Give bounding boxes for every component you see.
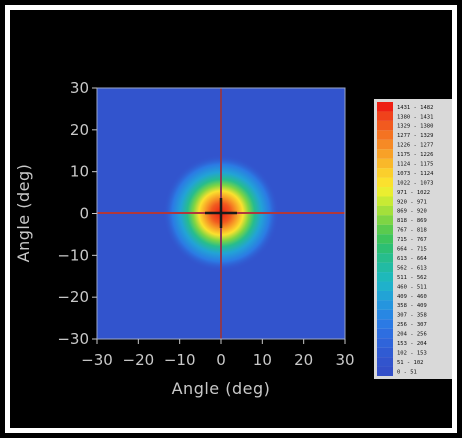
legend-swatch [377, 224, 393, 235]
legend-swatch [377, 168, 393, 178]
legend-label: 204 - 256 [397, 332, 427, 338]
x-axis: −30 −20 −10 0 10 20 30 [81, 339, 355, 369]
color-legend: 1431 - 1482 1380 - 1431 1329 - 1380 1277 - … [374, 99, 452, 379]
legend-swatch [377, 196, 393, 206]
y-axis-title: Angle (deg) [14, 164, 33, 263]
y-tick-label: −30 [57, 330, 89, 348]
legend-swatch [377, 338, 393, 348]
legend-label: 409 - 460 [397, 294, 427, 300]
legend-swatch [377, 328, 393, 339]
chart-screen: −30 −20 −10 0 10 20 30 30 20 10 0 −10 −20 −30 Angle … [10, 10, 452, 428]
x-tick-label: 10 [253, 351, 272, 369]
legend-swatch [377, 234, 393, 244]
legend-swatch [377, 281, 393, 291]
image-frame: −30 −20 −10 0 10 20 30 30 20 10 0 −10 −20 −30 Angle … [5, 5, 457, 433]
y-tick-label: 10 [70, 163, 89, 181]
legend-label: 460 - 511 [397, 284, 427, 290]
x-axis-title: Angle (deg) [172, 379, 271, 398]
y-tick-label: −10 [57, 246, 89, 264]
legend-swatch [377, 158, 393, 169]
y-tick-label: 30 [70, 79, 89, 97]
legend-label: 511 - 562 [397, 275, 427, 281]
legend-swatch [377, 120, 393, 131]
legend-label: 664 - 715 [397, 247, 427, 253]
legend-swatch [377, 253, 393, 263]
legend-swatch [377, 102, 393, 112]
x-tick-label: 30 [335, 351, 354, 369]
legend-label: 562 - 613 [397, 265, 427, 271]
y-tick-label: 20 [70, 121, 89, 139]
legend-label: 818 - 869 [397, 218, 427, 224]
legend-label: 613 - 664 [397, 256, 427, 262]
legend-label: 256 - 307 [397, 322, 427, 328]
legend-swatch [377, 177, 393, 188]
legend-swatch [377, 139, 393, 150]
legend-swatch [377, 215, 393, 225]
legend-swatch [377, 309, 393, 320]
legend-label: 358 - 409 [397, 303, 427, 309]
legend-swatch [377, 243, 393, 254]
legend-swatch [377, 319, 393, 329]
legend-swatch [377, 111, 393, 121]
x-tick-label: −20 [123, 351, 155, 369]
legend-label: 767 - 818 [397, 228, 427, 234]
legend-label: 1277 - 1329 [397, 133, 433, 139]
legend-label: 1226 - 1277 [397, 143, 433, 149]
plot-area [96, 87, 346, 340]
x-tick-label: 20 [294, 351, 313, 369]
legend-label: 1329 - 1380 [397, 124, 433, 130]
y-tick-label: −20 [57, 288, 89, 306]
legend-swatch [377, 366, 393, 376]
legend-label: 102 - 153 [397, 350, 427, 356]
legend-label: 153 - 204 [397, 341, 427, 347]
legend-swatch [377, 300, 393, 310]
y-axis: 30 20 10 0 −10 −20 −30 [57, 79, 97, 348]
legend-label: 51 - 102 [397, 360, 424, 366]
legend-label: 307 - 358 [397, 313, 427, 319]
legend-label: 920 - 971 [397, 199, 427, 205]
legend-label: 0 - 51 [397, 369, 417, 375]
legend-label: 715 - 767 [397, 237, 427, 243]
legend-swatch [377, 357, 393, 367]
legend-swatch [377, 262, 393, 273]
legend-swatch [377, 272, 393, 282]
legend-swatch [377, 290, 393, 301]
legend-label: 971 - 1022 [397, 190, 430, 196]
legend-label: 1431 - 1482 [397, 105, 433, 111]
x-tick-label: −30 [81, 351, 113, 369]
legend-label: 1380 - 1431 [397, 114, 433, 120]
legend-swatch [377, 205, 393, 216]
legend-label: 1022 - 1073 [397, 180, 433, 186]
legend-swatch [377, 187, 393, 197]
legend-swatch [377, 149, 393, 159]
legend-label: 1073 - 1124 [397, 171, 434, 177]
y-tick-label: 0 [79, 205, 89, 223]
legend-swatch [377, 347, 393, 358]
beam-heatmap-chart: −30 −20 −10 0 10 20 30 30 20 10 0 −10 −20 −30 Angle … [14, 79, 452, 398]
legend-swatch [377, 130, 393, 140]
x-tick-label: −10 [164, 351, 196, 369]
legend-label: 869 - 920 [397, 209, 427, 215]
legend-label: 1175 - 1226 [397, 152, 433, 158]
x-tick-label: 0 [216, 351, 226, 369]
legend-label: 1124 - 1175 [397, 161, 433, 167]
